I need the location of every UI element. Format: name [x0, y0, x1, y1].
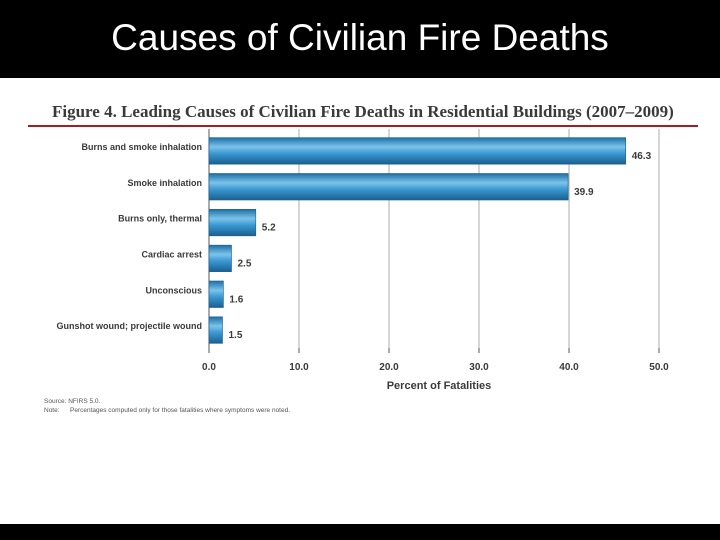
data-label: 5.2 [262, 223, 276, 234]
labels: 0.0 10.0 20.0 30.0 40.0 50.0 Burns and smoke i… [57, 142, 670, 392]
data-label: 1.6 [229, 294, 243, 305]
data-label: 2.5 [238, 258, 252, 269]
data-label: 39.9 [574, 187, 594, 198]
source-text: Source: NFIRS 5.0. [44, 398, 101, 405]
x-tick-label: 50.0 [649, 362, 669, 373]
slide-title: Causes of Civilian Fire Deaths [111, 17, 609, 58]
footer-bar [0, 524, 720, 540]
data-label: 1.5 [229, 330, 243, 341]
data-label: 46.3 [632, 151, 652, 162]
bar [208, 173, 569, 201]
bar [208, 209, 257, 237]
note-text: Percentages computed only for those fata… [70, 407, 291, 414]
x-tick-label: 30.0 [469, 362, 489, 373]
note-line: Note: Percentages computed only for those… [44, 406, 290, 415]
category-label: Gunshot wound; projectile wound [57, 321, 203, 331]
bar [208, 137, 627, 165]
x-axis-label: Percent of Fatalities [387, 380, 492, 392]
x-tick-label: 20.0 [379, 362, 399, 373]
bar [208, 280, 224, 308]
title-divider [28, 125, 698, 127]
note-label: Note: [44, 407, 60, 414]
x-tick-label: 40.0 [559, 362, 579, 373]
bar [208, 244, 232, 272]
x-tick-label: 10.0 [289, 362, 309, 373]
bar [208, 316, 223, 344]
chart-title: Figure 4. Leading Causes of Civilian Fir… [52, 102, 674, 121]
category-label: Unconscious [145, 285, 202, 295]
category-label: Smoke inhalation [127, 178, 202, 188]
title-bar: Causes of Civilian Fire Deaths [0, 0, 720, 78]
bars [208, 137, 627, 344]
x-tick-label: 0.0 [202, 362, 216, 373]
gridlines [298, 129, 660, 348]
category-label: Cardiac arrest [141, 249, 202, 259]
source-note: Source: NFIRS 5.0. Note: Percentages comp… [44, 397, 290, 415]
category-label: Burns and smoke inhalation [81, 142, 202, 152]
axes [208, 129, 660, 353]
category-label: Burns only, thermal [118, 214, 202, 224]
